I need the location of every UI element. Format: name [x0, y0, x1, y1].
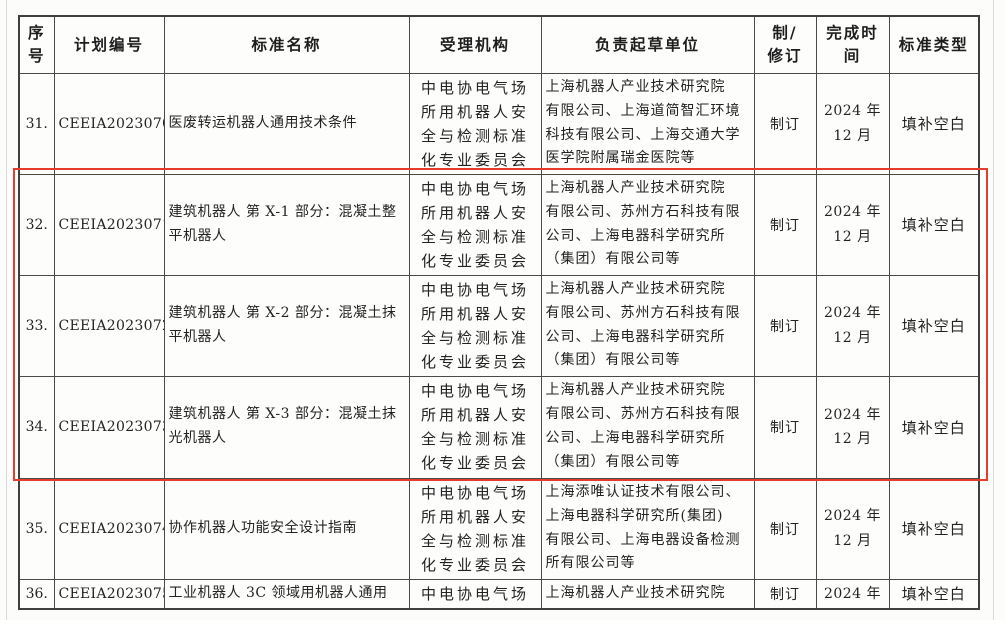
cell-accepting-agency: 中电协电气场 所用机器人安 全与检测标准 化专业委员会 — [408, 72, 542, 175]
cell-plan-number: CEEIA2023070 — [53, 72, 165, 175]
table-row-31: 31. CEEIA2023070 医废转运机器人通用技术条件 中电协电气场 所用… — [18, 72, 980, 175]
header-plan-number: 计划编号 — [53, 15, 165, 74]
cell-accepting-agency: 中电协电气场 所用机器人安 全与检测标准 化专业委员会 — [408, 173, 542, 276]
standards-plan-table: 序 号 计划编号 标准名称 受理机构 负责起草单位 制/ 修订 完成时 间 标准… — [18, 15, 980, 610]
cell-serial: 32. — [18, 173, 55, 276]
cell-accepting-agency: 中电协电气场 所用机器人安 全与检测标准 化专业委员会 — [408, 274, 542, 377]
cell-plan-number: CEEIA2023074 — [53, 477, 165, 580]
scan-edge-line-right — [993, 0, 994, 620]
table-row-34: 34. CEEIA2023073 建筑机器人 第 X-3 部分：混凝土抹 光机器… — [18, 375, 980, 479]
cell-serial: 33. — [18, 274, 55, 377]
table-header-row: 序 号 计划编号 标准名称 受理机构 负责起草单位 制/ 修订 完成时 间 标准… — [18, 15, 980, 74]
cell-drafting-units: 上海机器人产业技术研究院 — [540, 578, 755, 610]
cell-accepting-agency: 中电协电气场 所用机器人安 全与检测标准 化专业委员会 — [408, 375, 542, 479]
cell-plan-number: CEEIA2023075 — [53, 578, 165, 610]
cell-revision-type: 制订 — [753, 274, 817, 377]
cell-standard-type: 填补空白 — [888, 477, 980, 580]
header-completion-time: 完成时 间 — [815, 15, 890, 74]
cell-standard-type: 填补空白 — [888, 578, 980, 610]
cell-plan-number: CEEIA2023072 — [53, 274, 165, 377]
cell-completion-time: 2024 年 12 月 — [815, 477, 890, 580]
cell-plan-number: CEEIA2023073 — [53, 375, 165, 479]
header-standard-name: 标准名称 — [163, 15, 410, 74]
cell-revision-type: 制订 — [753, 173, 817, 276]
cell-standard-name: 建筑机器人 第 X-2 部分：混凝土抹 平机器人 — [163, 274, 410, 377]
cell-plan-number: CEEIA2023071 — [53, 173, 165, 276]
cell-standard-type: 填补空白 — [888, 274, 980, 377]
cell-standard-name: 建筑机器人 第 X-1 部分：混凝土整 平机器人 — [163, 173, 410, 276]
header-standard-type: 标准类型 — [888, 15, 980, 74]
cell-standard-type: 填补空白 — [888, 72, 980, 175]
cell-revision-type: 制订 — [753, 375, 817, 479]
cell-completion-time: 2024 年 — [815, 578, 890, 610]
cell-drafting-units: 上海添唯认证技术有限公司、 上海电器科学研究所(集团) 有限公司、上海电器设备检… — [540, 477, 755, 580]
cell-completion-time: 2024 年 12 月 — [815, 72, 890, 175]
cell-serial: 34. — [18, 375, 55, 479]
header-serial-number: 序 号 — [18, 15, 55, 74]
scan-edge-line-left — [6, 0, 7, 620]
cell-standard-name: 建筑机器人 第 X-3 部分：混凝土抹 光机器人 — [163, 375, 410, 479]
cell-accepting-agency: 中电协电气场 所用机器人安 全与检测标准 化专业委员会 — [408, 477, 542, 580]
cell-completion-time: 2024 年 12 月 — [815, 274, 890, 377]
cell-revision-type: 制订 — [753, 578, 817, 610]
header-drafting-units: 负责起草单位 — [540, 15, 755, 74]
cell-accepting-agency: 中电协电气场 — [408, 578, 542, 610]
cell-serial: 35. — [18, 477, 55, 580]
cell-completion-time: 2024 年 12 月 — [815, 375, 890, 479]
header-accepting-agency: 受理机构 — [408, 15, 542, 74]
cell-drafting-units: 上海机器人产业技术研究院 有限公司、上海道简智汇环境 科技有限公司、上海交通大学… — [540, 72, 755, 175]
cell-serial: 31. — [18, 72, 55, 175]
cell-standard-type: 填补空白 — [888, 173, 980, 276]
table-row-32: 32. CEEIA2023071 建筑机器人 第 X-1 部分：混凝土整 平机器… — [18, 173, 980, 276]
cell-standard-type: 填补空白 — [888, 375, 980, 479]
cell-standard-name: 协作机器人功能安全设计指南 — [163, 477, 410, 580]
cell-drafting-units: 上海机器人产业技术研究院 有限公司、苏州方石科技有限 公司、上海电器科学研究所 … — [540, 173, 755, 276]
cell-standard-name: 工业机器人 3C 领域用机器人通用 — [163, 578, 410, 610]
cell-serial: 36. — [18, 578, 55, 610]
cell-standard-name: 医废转运机器人通用技术条件 — [163, 72, 410, 175]
table-row-33: 33. CEEIA2023072 建筑机器人 第 X-2 部分：混凝土抹 平机器… — [18, 274, 980, 377]
cell-revision-type: 制订 — [753, 477, 817, 580]
cell-drafting-units: 上海机器人产业技术研究院 有限公司、苏州方石科技有限 公司、上海电器科学研究所 … — [540, 375, 755, 479]
table-row-35: 35. CEEIA2023074 协作机器人功能安全设计指南 中电协电气场 所用… — [18, 477, 980, 580]
table-row-36-clipped: 36. CEEIA2023075 工业机器人 3C 领域用机器人通用 中电协电气… — [18, 578, 980, 610]
cell-completion-time: 2024 年 12 月 — [815, 173, 890, 276]
cell-drafting-units: 上海机器人产业技术研究院 有限公司、苏州方石科技有限 公司、上海电器科学研究所 … — [540, 274, 755, 377]
cell-revision-type: 制订 — [753, 72, 817, 175]
header-revision-type: 制/ 修订 — [753, 15, 817, 74]
